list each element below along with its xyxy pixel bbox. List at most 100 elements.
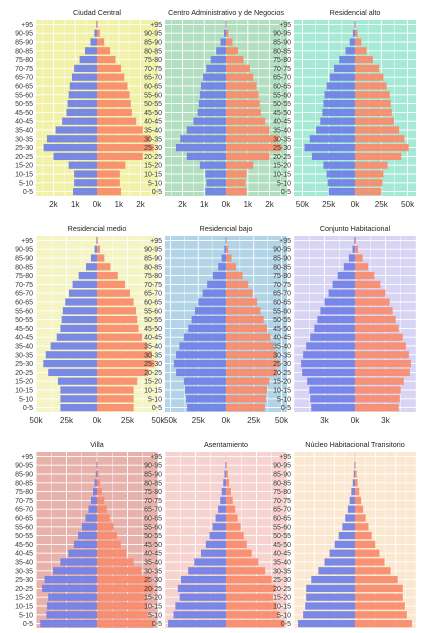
bar-right-60-65	[97, 298, 134, 306]
y-tick-label: 60-65	[144, 84, 162, 91]
bar-right-65-70	[355, 505, 364, 513]
bar-left-45-50	[73, 540, 97, 549]
bar-right-60-65	[97, 514, 110, 522]
bar-left-85-90	[348, 254, 355, 262]
bar-left-35-40	[50, 342, 97, 350]
bar-right-90-95	[226, 29, 229, 37]
bar-right-0-5	[355, 187, 382, 196]
bar-left-60-65	[326, 82, 355, 90]
y-tick-label: 30-35	[15, 352, 33, 359]
y-tick-label: 5-10	[19, 396, 33, 403]
bar-right-5-10	[97, 395, 134, 403]
bar-left-70-75	[72, 280, 97, 289]
y-tick-label: 85-90	[273, 256, 291, 263]
bars	[175, 20, 282, 196]
bar-left-30-35	[46, 135, 97, 143]
y-tick-label: 75-80	[273, 57, 291, 64]
y-tick-label: 30-35	[15, 136, 33, 143]
bar-right-65-70	[355, 289, 386, 297]
bar-right-5-10	[226, 179, 246, 187]
bar-left-90-95	[94, 29, 97, 37]
bar-left-70-75	[206, 64, 226, 73]
bar-left-15-20	[183, 377, 226, 385]
bar-left-50-55	[317, 315, 355, 324]
bar-right-55-60	[97, 307, 137, 315]
bar-left-65-70	[218, 505, 226, 513]
y-tick-label: 25-30	[144, 577, 162, 584]
bar-right-30-35	[226, 135, 279, 143]
y-tick-label: 85-90	[273, 40, 291, 47]
y-tick-label: 0-5	[23, 405, 33, 412]
y-tick-label: 90-95	[273, 463, 291, 470]
bar-left-30-35	[188, 567, 226, 575]
y-tick-label: 45-50	[144, 326, 162, 333]
bar-left-70-75	[220, 496, 226, 505]
y-tick-label: 20-25	[15, 586, 33, 593]
bar-right-30-35	[355, 567, 391, 575]
y-tick-label: 55-60	[144, 524, 162, 531]
bar-right-75-80	[97, 271, 118, 280]
y-tick-label: 45-50	[15, 110, 33, 117]
y-tick-label: 40-45	[273, 119, 291, 126]
bar-right-70-75	[355, 280, 381, 289]
y-tick-label: 25-30	[273, 361, 291, 368]
bar-left-75-80	[212, 271, 226, 280]
bar-right-20-25	[97, 152, 143, 161]
y-tick-label: 40-45	[15, 335, 33, 342]
bar-right-25-30	[97, 575, 150, 584]
bar-right-90-95	[97, 245, 101, 253]
y-tick-label: 75-80	[15, 57, 33, 64]
bar-left-30-35	[180, 135, 226, 143]
bar-right-75-80	[226, 487, 231, 496]
bar-left-0-5	[40, 619, 97, 628]
y-tick-label: 0-5	[152, 621, 162, 628]
bars	[173, 236, 280, 412]
bar-right-45-50	[355, 108, 392, 117]
bar-left-40-45	[193, 117, 226, 125]
y-tick-label: +95	[21, 238, 33, 245]
bars	[168, 452, 284, 628]
y-tick-label: 50-55	[273, 101, 291, 108]
bar-left-35-40	[194, 558, 226, 566]
x-tick-label: 50k	[164, 416, 178, 425]
y-tick-label: 65-70	[144, 75, 162, 82]
y-tick-label: 15-20	[144, 379, 162, 386]
y-tick-label: 90-95	[15, 31, 33, 38]
y-tick-label: 40-45	[15, 119, 33, 126]
bar-left-80-85	[345, 47, 355, 55]
y-tick-label: 80-85	[15, 480, 33, 487]
bar-right-5-10	[355, 395, 400, 403]
bar-left-55-60	[212, 523, 226, 531]
bar-left-plus95	[96, 236, 97, 245]
bar-left-30-35	[309, 135, 355, 143]
bar-left-70-75	[349, 496, 355, 505]
y-tick-label: +95	[279, 238, 291, 245]
x-tick-label: 25k	[247, 416, 261, 425]
y-tick-label: 85-90	[144, 256, 162, 263]
bar-right-40-45	[226, 117, 266, 125]
bar-right-0-5	[226, 187, 247, 196]
bar-right-45-50	[97, 108, 132, 117]
y-tick-label: 35-40	[273, 344, 291, 351]
bar-left-70-75	[332, 280, 355, 289]
y-tick-label: 45-50	[273, 110, 291, 117]
bar-left-20-25	[186, 152, 226, 161]
x-tick-label: 25k	[375, 200, 389, 209]
y-tick-label: 90-95	[144, 463, 162, 470]
pyramid-panel-asentamiento: Asentamiento0-55-1010-1515-2020-2525-303…	[144, 440, 288, 633]
bar-left-55-60	[194, 307, 226, 315]
bars	[40, 452, 154, 628]
y-tick-label: 60-65	[273, 516, 291, 523]
y-tick-label: 25-30	[273, 145, 291, 152]
y-tick-label: 0-5	[152, 189, 162, 196]
y-tick-label: 75-80	[273, 273, 291, 280]
bar-left-45-50	[66, 108, 97, 117]
bar-left-90-95	[224, 29, 226, 37]
bar-right-plus95	[226, 236, 227, 245]
bar-left-85-90	[90, 254, 97, 262]
y-tick-label: 45-50	[273, 326, 291, 333]
bar-right-70-75	[97, 280, 126, 289]
bar-right-90-95	[355, 29, 358, 37]
